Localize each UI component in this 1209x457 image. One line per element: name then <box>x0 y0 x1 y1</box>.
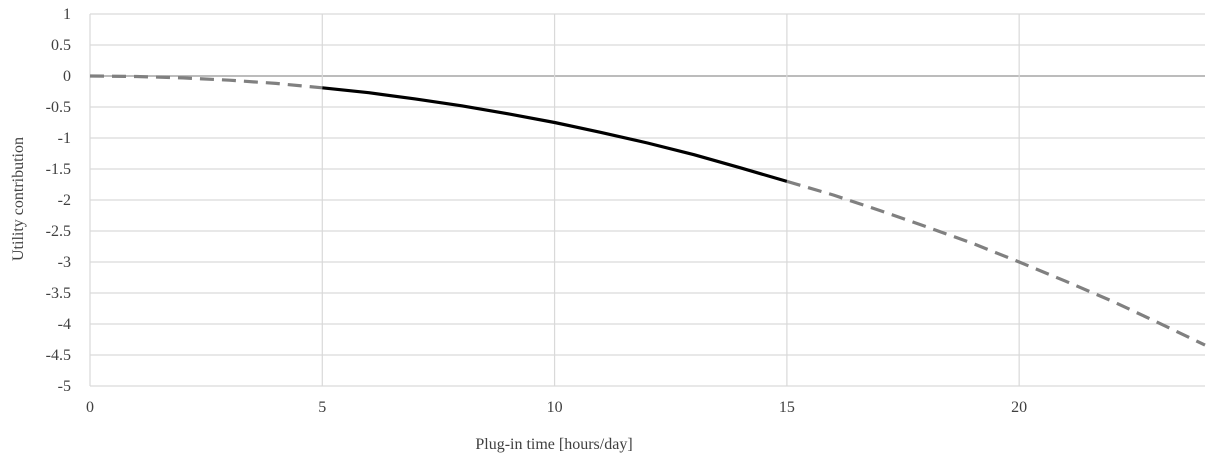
y-tick-label: -4.5 <box>46 347 71 364</box>
y-tick-label: -1.5 <box>46 161 71 178</box>
y-axis-title: Utility contribution <box>10 137 27 261</box>
x-axis-title: Plug-in time [hours/day] <box>475 436 632 453</box>
extrapolated-series-line <box>89 74 323 90</box>
x-tick-label: 20 <box>1011 399 1027 416</box>
x-tick-label: 10 <box>547 399 563 416</box>
y-tick-label: -2.5 <box>46 223 71 240</box>
y-tick-label: 0.5 <box>51 37 71 54</box>
y-tick-label: -1 <box>58 130 71 147</box>
x-tick-label: 0 <box>86 399 94 416</box>
y-tick-label: -2 <box>58 192 71 209</box>
grid-lines <box>89 13 1205 387</box>
data-series <box>89 74 1206 347</box>
y-tick-label: -0.5 <box>46 99 71 116</box>
x-tick-label: 15 <box>779 399 795 416</box>
extrapolated-series-line <box>786 179 1206 347</box>
tick-labels: 1 0.5 0 -0.5 -1 -1.5 -2 -2.5 -3 -3.5 -4 -4.5 -5 0 5 10 1… <box>46 6 1027 416</box>
y-tick-label: -5 <box>58 378 71 395</box>
y-tick-label: 0 <box>63 68 71 85</box>
observed-series-line <box>322 86 788 183</box>
y-tick-label: -3 <box>58 254 71 271</box>
y-tick-label: -4 <box>58 316 71 333</box>
y-tick-label: 1 <box>63 6 71 23</box>
y-tick-label: -3.5 <box>46 285 71 302</box>
x-tick-label: 5 <box>318 399 326 416</box>
